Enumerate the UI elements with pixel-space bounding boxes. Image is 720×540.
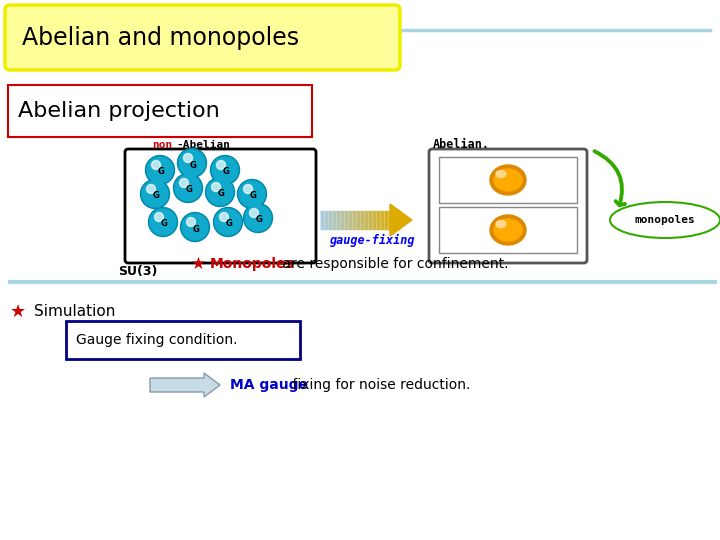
Circle shape xyxy=(238,179,266,208)
Text: G: G xyxy=(222,167,230,177)
Circle shape xyxy=(214,207,243,237)
Circle shape xyxy=(151,160,161,170)
Text: gauge-fixing: gauge-fixing xyxy=(330,233,415,247)
Circle shape xyxy=(178,148,207,178)
Circle shape xyxy=(212,157,238,183)
Ellipse shape xyxy=(494,169,522,191)
Circle shape xyxy=(147,157,173,183)
Text: ★: ★ xyxy=(10,303,26,321)
Circle shape xyxy=(146,185,156,193)
Circle shape xyxy=(181,213,210,241)
Circle shape xyxy=(184,153,192,163)
Circle shape xyxy=(207,179,233,205)
Circle shape xyxy=(243,185,253,193)
Circle shape xyxy=(150,209,176,235)
Circle shape xyxy=(148,207,178,237)
Text: G: G xyxy=(192,225,199,233)
Circle shape xyxy=(243,204,272,233)
Text: G: G xyxy=(217,190,225,199)
Circle shape xyxy=(175,175,201,201)
Text: are responsible for confinement.: are responsible for confinement. xyxy=(278,257,508,271)
Text: MA gauge: MA gauge xyxy=(230,378,308,392)
FancyBboxPatch shape xyxy=(66,321,300,359)
Circle shape xyxy=(245,205,271,231)
FancyBboxPatch shape xyxy=(5,5,400,70)
Circle shape xyxy=(210,156,240,185)
Circle shape xyxy=(182,214,208,240)
Text: monopoles: monopoles xyxy=(634,215,696,225)
Ellipse shape xyxy=(610,202,720,238)
Circle shape xyxy=(239,181,265,207)
Text: G: G xyxy=(225,219,233,228)
Ellipse shape xyxy=(496,171,506,178)
Text: G: G xyxy=(189,160,197,170)
Text: -Abelian: -Abelian xyxy=(176,140,230,150)
Ellipse shape xyxy=(490,215,526,245)
FancyArrow shape xyxy=(390,204,412,236)
Circle shape xyxy=(174,173,202,202)
Circle shape xyxy=(215,209,241,235)
FancyBboxPatch shape xyxy=(429,149,587,263)
FancyBboxPatch shape xyxy=(439,157,577,203)
Ellipse shape xyxy=(494,219,522,241)
Circle shape xyxy=(140,179,169,208)
Circle shape xyxy=(155,213,163,221)
Text: G: G xyxy=(161,219,168,228)
Ellipse shape xyxy=(490,165,526,195)
Circle shape xyxy=(220,213,228,221)
Text: G: G xyxy=(158,167,164,177)
Text: G: G xyxy=(186,186,192,194)
Circle shape xyxy=(217,160,225,170)
Circle shape xyxy=(179,179,189,187)
Text: Simulation: Simulation xyxy=(34,305,115,320)
Circle shape xyxy=(212,183,220,192)
Circle shape xyxy=(179,150,205,176)
Text: G: G xyxy=(256,215,262,225)
Text: Monopoles: Monopoles xyxy=(210,257,294,271)
Circle shape xyxy=(145,156,174,185)
Circle shape xyxy=(250,208,258,218)
Polygon shape xyxy=(150,373,220,397)
Circle shape xyxy=(205,178,235,206)
FancyBboxPatch shape xyxy=(439,207,577,253)
FancyBboxPatch shape xyxy=(8,85,312,137)
Text: G: G xyxy=(250,192,256,200)
Text: non: non xyxy=(152,140,172,150)
Text: Abelian and monopoles: Abelian and monopoles xyxy=(22,26,299,50)
Text: G: G xyxy=(153,192,159,200)
FancyBboxPatch shape xyxy=(125,149,316,263)
Text: Gauge fixing condition.: Gauge fixing condition. xyxy=(76,333,238,347)
Text: SU(3): SU(3) xyxy=(118,266,158,279)
Text: Abelian projection: Abelian projection xyxy=(18,101,220,121)
Text: Abelian.: Abelian. xyxy=(433,138,490,152)
Text: fixing for noise reduction.: fixing for noise reduction. xyxy=(288,378,470,392)
Text: ★: ★ xyxy=(191,255,205,273)
Circle shape xyxy=(186,218,196,226)
Ellipse shape xyxy=(496,220,506,227)
Circle shape xyxy=(142,181,168,207)
